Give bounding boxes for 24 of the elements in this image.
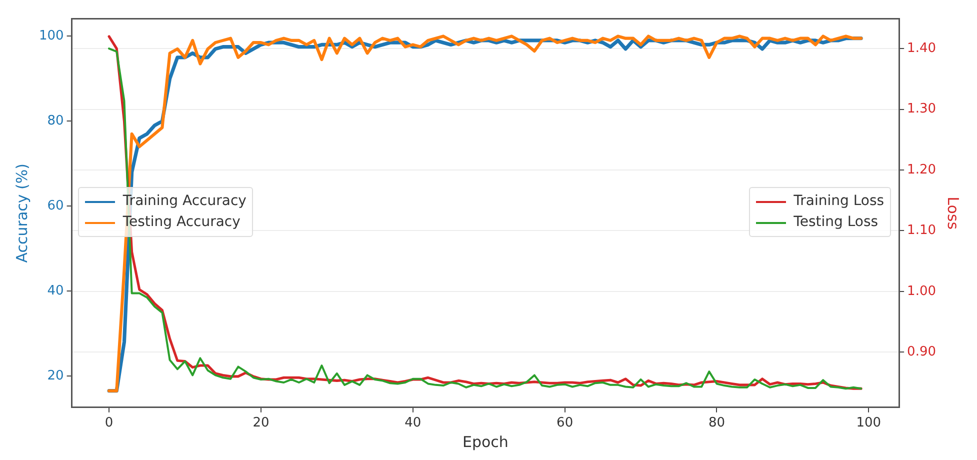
- y2-axis-title: Loss: [944, 196, 962, 230]
- y2-tick-label: 1.20: [907, 162, 936, 178]
- x-tick-label: 60: [556, 416, 574, 431]
- y2-tick-label: 1.40: [907, 40, 936, 56]
- x-tick-label: 100: [856, 416, 882, 431]
- legend-label: Testing Accuracy: [122, 213, 240, 232]
- y2-tick-label: 1.10: [907, 223, 936, 238]
- y-tick-label: 40: [47, 283, 64, 298]
- x-tick-label: 0: [104, 416, 114, 431]
- x-axis-title: Epoch: [462, 432, 508, 451]
- y2-tick-label: 0.90: [907, 344, 936, 360]
- legend-label: Training Loss: [794, 192, 884, 212]
- legend-label: Testing Loss: [794, 213, 878, 232]
- y2-tick-label: 1.30: [907, 102, 936, 117]
- y-tick-label: 80: [47, 114, 64, 129]
- x-tick-label: 40: [404, 416, 422, 431]
- legend-label: Training Accuracy: [122, 192, 246, 212]
- y-axis-title: Accuracy (%): [12, 163, 31, 263]
- y-tick-label: 20: [47, 368, 64, 384]
- y2-tick-label: 1.00: [907, 284, 936, 299]
- x-tick-label: 20: [252, 416, 270, 431]
- y-tick-label: 60: [47, 198, 64, 214]
- x-tick-label: 80: [708, 416, 726, 431]
- y-tick-label: 100: [38, 28, 64, 44]
